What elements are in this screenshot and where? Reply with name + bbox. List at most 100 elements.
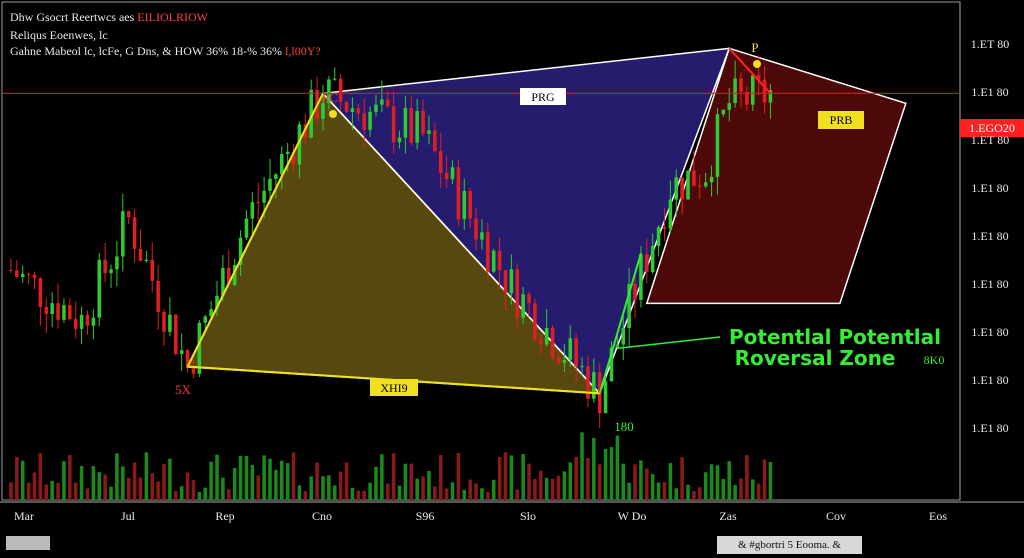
volume-bar — [391, 453, 396, 500]
volume-bar — [544, 477, 549, 500]
volume-bar — [38, 453, 43, 500]
volume-bar — [550, 478, 555, 500]
candle-body — [132, 217, 137, 249]
volume-bar — [268, 458, 272, 500]
volume-bar — [438, 455, 443, 500]
point-a-marker — [329, 110, 337, 118]
volume-bar — [179, 486, 184, 500]
volume-bar — [556, 475, 561, 500]
volume-bar — [645, 468, 649, 500]
volume-bar — [238, 455, 243, 500]
volume-bar — [397, 485, 402, 500]
volume-bar — [745, 455, 749, 500]
point-x-label: 5X — [175, 382, 192, 397]
candle-body — [762, 79, 767, 103]
volume-bar — [733, 484, 737, 500]
candle-body — [444, 172, 449, 180]
candle-body — [727, 103, 731, 110]
x-tick-label: Jul — [121, 509, 136, 523]
volume-bar — [62, 461, 66, 500]
candle-body — [321, 103, 325, 119]
candle-body — [356, 108, 361, 114]
volume-bar — [415, 478, 419, 500]
candle-body — [244, 218, 249, 238]
candle-body — [645, 254, 649, 273]
volume-bar — [686, 484, 690, 500]
candle-body — [15, 270, 19, 278]
prz-suffix: 8K0 — [924, 353, 945, 367]
candle-body — [438, 151, 443, 173]
candle-body — [232, 265, 237, 286]
candle-body — [297, 124, 302, 165]
header-symbol: Dhw Gsocrt Reertwcs aes — [10, 10, 135, 24]
volume-bar — [185, 472, 190, 500]
candle-body — [150, 259, 155, 281]
footer-tag: & #gbortri 5 Eooma. & — [717, 536, 862, 554]
volume-bar — [403, 463, 408, 500]
candle-body — [415, 111, 419, 143]
volume-bar — [285, 463, 290, 500]
point-c-marker — [753, 60, 761, 68]
y-tick-label: 1.E1 80 — [971, 85, 1008, 99]
volume-bar — [121, 466, 125, 500]
volume-bar — [650, 474, 655, 500]
candle-body — [756, 75, 761, 80]
volume-bar — [715, 465, 720, 500]
candle-body — [603, 381, 608, 414]
candle-body — [274, 174, 278, 179]
volume-bar — [521, 454, 525, 500]
bc-leg-line — [598, 253, 642, 394]
candle-body — [203, 316, 207, 323]
x-tick-label: Slo — [520, 509, 536, 523]
candle-body — [291, 151, 296, 165]
y-tick-label: 1.E1 80 — [971, 277, 1008, 291]
x-tick-label: S96 — [416, 509, 435, 523]
volume-bar — [639, 460, 643, 500]
volume-bar — [698, 487, 702, 500]
volume-bar — [274, 469, 278, 500]
volume-bar — [91, 466, 96, 500]
candle-body — [650, 246, 655, 273]
volume-bar — [515, 489, 520, 500]
candle-body — [397, 137, 402, 143]
candle-body — [533, 303, 537, 340]
candle-body — [85, 314, 90, 326]
candle-body — [309, 89, 313, 138]
candle-body — [609, 347, 614, 382]
candle-body — [144, 259, 149, 261]
ac-leg-label: PRG — [531, 90, 555, 104]
candle-body — [468, 190, 472, 219]
candle-body — [162, 312, 166, 332]
x-tick-label: Zas — [719, 509, 737, 523]
prz-pointer-line — [617, 336, 721, 350]
volume-bar — [156, 481, 160, 500]
volume-bar — [132, 462, 137, 500]
volume-bar — [332, 485, 337, 500]
candle-body — [692, 170, 696, 186]
y-tick-label: 1.E1 80 — [971, 325, 1008, 339]
y-tick-label: 1.ET 80 — [971, 37, 1009, 51]
candle-body — [544, 327, 549, 345]
candle-body — [721, 109, 726, 115]
scrollbar-tab[interactable] — [6, 536, 50, 550]
volume-bar — [433, 486, 437, 500]
candle-body — [9, 270, 13, 271]
volume-bar — [621, 463, 626, 500]
candle-body — [138, 248, 143, 261]
volume-bar — [385, 483, 390, 500]
volume-bar — [221, 477, 225, 500]
volume-bar — [462, 489, 467, 500]
volume-bar — [380, 454, 384, 500]
volume-bar — [109, 486, 113, 500]
volume-bar — [303, 491, 308, 500]
point-c-label: P — [751, 40, 758, 55]
volume-bar — [362, 490, 366, 500]
ab-leg-line — [186, 92, 324, 368]
volume-bar — [368, 482, 372, 500]
volume-bar — [44, 484, 49, 500]
header-status: EILIOLRIOW — [137, 10, 208, 24]
point-b-label: 180 — [614, 419, 634, 434]
candle-body — [79, 314, 84, 329]
candle-body — [262, 190, 266, 203]
